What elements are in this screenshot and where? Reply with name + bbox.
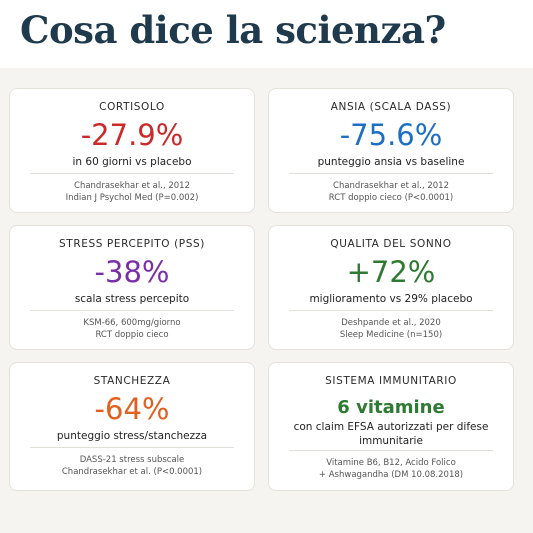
source-line: Chandrasekhar et al. (P<0.0001)	[61, 467, 203, 477]
header: Cosa dice la scienza?	[0, 0, 533, 68]
card-title: STANCHEZZA	[93, 375, 171, 387]
source-line: KSM-66, 600mg/giorno	[83, 318, 181, 328]
source-line: Vitamine B6, B12, Acido Folico	[326, 458, 456, 468]
stat-card-qualita-sonno: QUALITA DEL SONNO +72% miglioramento vs …	[268, 225, 514, 350]
card-value: -38%	[94, 255, 170, 289]
divider	[30, 447, 234, 448]
divider	[289, 310, 493, 311]
source-line: DASS-21 stress subscale	[79, 455, 185, 465]
card-description: punteggio stress/stanchezza	[56, 430, 208, 442]
divider	[30, 173, 234, 174]
card-source: Deshpande et al., 2020 Sleep Medicine (n…	[279, 317, 503, 341]
card-value: -27.9%	[80, 118, 184, 152]
source-line: Deshpande et al., 2020	[341, 318, 441, 328]
card-title: STRESS PERCEPITO (PSS)	[59, 238, 205, 250]
page-title: Cosa dice la scienza?	[20, 8, 446, 52]
card-description: con claim EFSA autorizzati per difese im…	[279, 420, 503, 448]
card-value: -75.6%	[339, 118, 443, 152]
card-value: 6 vitamine	[337, 397, 445, 418]
stat-card-stress-percepito: STRESS PERCEPITO (PSS) -38% scala stress…	[9, 225, 255, 350]
divider	[30, 310, 234, 311]
card-source: DASS-21 stress subscale Chandrasekhar et…	[20, 454, 244, 478]
stat-card-cortisolo: CORTISOLO -27.9% in 60 giorni vs placebo…	[9, 88, 255, 213]
card-description: miglioramento vs 29% placebo	[309, 293, 473, 305]
card-title: SISTEMA IMMUNITARIO	[325, 375, 457, 387]
divider	[289, 173, 493, 174]
card-title: ANSIA (SCALA DASS)	[330, 101, 452, 113]
card-source: Chandrasekhar et al., 2012 RCT doppio ci…	[279, 180, 503, 204]
description-line: con claim EFSA autorizzati per difese	[293, 421, 489, 433]
card-source: Vitamine B6, B12, Acido Folico + Ashwaga…	[279, 457, 503, 481]
description-line: immunitarie	[359, 435, 423, 447]
card-description: scala stress percepito	[74, 293, 190, 305]
divider	[289, 450, 493, 451]
card-description: in 60 giorni vs placebo	[72, 156, 192, 168]
stat-card-ansia: ANSIA (SCALA DASS) -75.6% punteggio ansi…	[268, 88, 514, 213]
source-line: + Ashwagandha (DM 10.08.2018)	[318, 470, 464, 480]
card-description: punteggio ansia vs baseline	[317, 156, 465, 168]
source-line: RCT doppio cieco	[95, 330, 169, 340]
card-source: KSM-66, 600mg/giorno RCT doppio cieco	[20, 317, 244, 341]
source-line: Indian J Psychol Med (P=0.002)	[65, 193, 199, 203]
card-value: +72%	[346, 255, 436, 289]
card-value: -64%	[94, 392, 170, 426]
card-source: Chandrasekhar et al., 2012 Indian J Psyc…	[20, 180, 244, 204]
card-title: QUALITA DEL SONNO	[330, 238, 452, 250]
stat-card-sistema-immunitario: SISTEMA IMMUNITARIO 6 vitamine con claim…	[268, 362, 514, 491]
stat-card-stanchezza: STANCHEZZA -64% punteggio stress/stanche…	[9, 362, 255, 491]
card-title: CORTISOLO	[99, 101, 165, 113]
source-line: Sleep Medicine (n=150)	[339, 330, 443, 340]
source-line: RCT doppio cieco (P<0.0001)	[328, 193, 454, 203]
source-line: Chandrasekhar et al., 2012	[333, 181, 449, 191]
source-line: Chandrasekhar et al., 2012	[74, 181, 190, 191]
